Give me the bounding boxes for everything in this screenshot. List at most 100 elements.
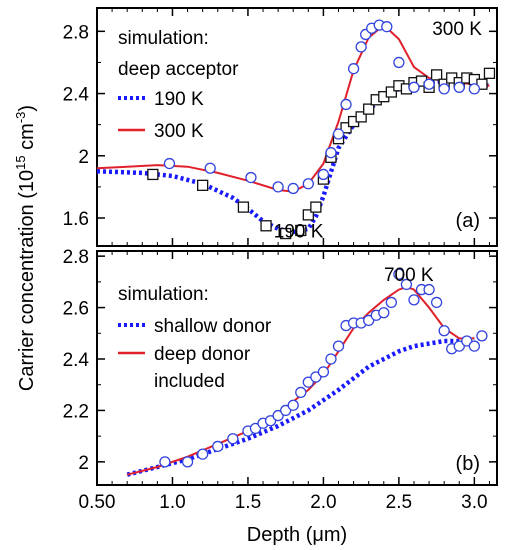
data-point-square — [280, 227, 292, 240]
legend-a-title: simulation: — [118, 28, 209, 49]
data-point-circle — [438, 83, 450, 95]
data-point-circle — [347, 63, 360, 75]
legend-a-subtitle: deep acceptor — [118, 59, 239, 80]
y-axis-label: Carrier concentration (1015 cm-3) — [13, 105, 38, 391]
data-point-square — [302, 209, 314, 221]
data-point-square — [197, 179, 209, 191]
data-point-circle — [453, 81, 465, 93]
panel-a-label: (a) — [456, 210, 480, 232]
data-point-circle — [438, 325, 450, 337]
data-point-square — [430, 69, 443, 81]
data-point-circle — [272, 409, 284, 422]
data-point-circle — [430, 296, 443, 309]
annotation-700k: 700 K — [384, 265, 434, 286]
data-point-circle — [378, 307, 390, 319]
panel-a-frame — [96, 7, 498, 247]
data-point-circle — [159, 456, 171, 468]
data-point-circle — [302, 376, 314, 388]
data-point-square — [295, 224, 307, 237]
data-point-circle — [453, 340, 465, 352]
y-tick-label: 1.6 — [63, 209, 89, 230]
annotation-190k: 190 K — [274, 221, 324, 242]
data-point-circle — [393, 56, 405, 69]
data-point-circle — [310, 371, 322, 383]
data-point-circle — [272, 181, 284, 193]
panel-b-legend: simulation: shallow donor deep donor inc… — [118, 284, 272, 392]
data-point-circle — [204, 162, 216, 174]
panel-b-ticks: 2 2.2 2.4 2.6 2.8 0.50 1.0 1.5 2.0 2.5 3.0 — [63, 247, 497, 513]
legend-a-300k-label: 300 K — [154, 121, 204, 142]
data-point-circle — [181, 456, 194, 468]
data-point-circle — [287, 182, 299, 195]
x-tick-label: 3.0 — [461, 492, 487, 513]
data-point-circle — [325, 353, 337, 365]
data-point-circle — [340, 98, 352, 111]
data-point-circle — [264, 415, 277, 427]
y-tick-label: 2.4 — [63, 350, 90, 371]
legend-b-shallow-label: shallow donor — [154, 316, 272, 337]
data-point-circle — [302, 178, 314, 190]
data-point-circle — [363, 314, 375, 327]
y-tick-label: 2 — [78, 147, 89, 168]
data-point-circle — [461, 335, 473, 347]
data-point-circle — [381, 21, 393, 33]
panel-a-series — [96, 19, 496, 240]
legend-b-deep-label-line2: included — [154, 371, 225, 392]
data-point-circle — [332, 340, 345, 352]
data-point-square — [355, 111, 367, 123]
x-tick-label: 2.0 — [310, 492, 336, 513]
data-point-square — [310, 201, 322, 213]
legend-b-deep-label: deep donor — [154, 344, 251, 365]
data-point-circle — [317, 168, 330, 181]
panel-b: 2 2.2 2.4 2.6 2.8 0.50 1.0 1.5 2.0 2.5 3.0 simulat… — [63, 247, 498, 513]
data-point-circle — [317, 366, 330, 378]
data-point-circle — [400, 278, 413, 291]
data-point-circle — [245, 171, 257, 184]
legend-a-190k-label: 190 K — [154, 89, 204, 110]
panel-a: 1.6 2 2.4 2.8 simulation: deep acceptor 190… — [63, 7, 498, 247]
x-tick-label: 2.5 — [386, 492, 412, 513]
y-tick-label: 2.8 — [63, 22, 89, 43]
data-point-circle — [163, 157, 176, 170]
data-point-square — [340, 122, 352, 134]
data-point-circle — [476, 330, 488, 342]
y-tick-label: 2.2 — [63, 401, 89, 422]
data-point-circle — [423, 78, 435, 90]
data-point-circle — [212, 440, 224, 453]
x-tick-label: 1.0 — [159, 492, 185, 513]
data-point-circle — [287, 399, 299, 411]
panel-a-ticks: 1.6 2 2.4 2.8 — [63, 8, 497, 246]
data-point-circle — [295, 386, 307, 399]
data-point-circle — [423, 283, 435, 296]
data-point-circle — [197, 448, 209, 460]
x-tick-label: 1.5 — [235, 492, 261, 513]
data-point-square — [147, 168, 159, 181]
data-point-circle — [468, 340, 481, 352]
x-tick-label: 0.50 — [79, 492, 116, 513]
x-axis-label: Depth (μm) — [247, 524, 347, 546]
y-tick-label: 2.8 — [63, 247, 89, 268]
panel-b-frame — [96, 250, 498, 486]
data-point-square — [237, 201, 250, 213]
data-point-circle — [332, 128, 345, 140]
data-point-square — [483, 67, 496, 79]
data-point-circle — [385, 296, 397, 309]
annotation-300k: 300 K — [432, 19, 482, 40]
data-point-circle — [468, 83, 481, 95]
y-tick-label: 2 — [78, 453, 89, 474]
y-tick-label: 2.4 — [63, 85, 90, 106]
data-point-circle — [408, 81, 420, 93]
data-point-circle — [393, 268, 405, 280]
data-point-circle — [408, 294, 420, 306]
data-point-square — [363, 103, 375, 115]
data-point-circle — [280, 404, 292, 417]
data-point-circle — [227, 433, 239, 445]
data-point-circle — [325, 147, 337, 159]
data-point-circle — [249, 422, 262, 435]
panel-a-legend: simulation: deep acceptor 190 K 300 K — [118, 28, 239, 142]
data-point-square — [260, 220, 272, 232]
data-point-circle — [355, 41, 367, 53]
panel-b-series — [126, 268, 488, 477]
y-tick-label: 2.6 — [63, 299, 89, 320]
